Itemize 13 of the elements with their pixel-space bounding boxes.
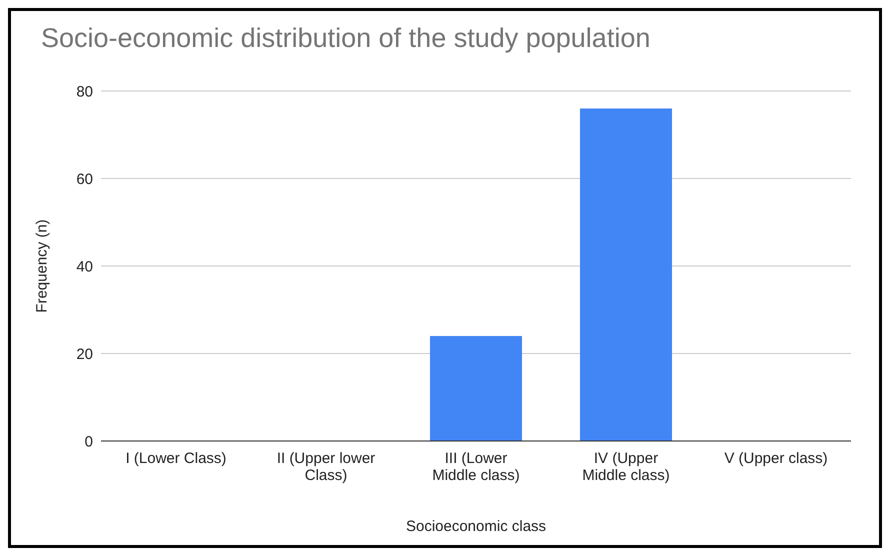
x-tick-label: I (Lower Class) [126, 450, 226, 467]
x-tick-label: II (Upper lower Class) [276, 450, 376, 484]
y-tick-label: 60 [76, 170, 93, 188]
y-axis-title: Frequency (n) [33, 219, 50, 313]
x-tick-label: IV (Upper Middle class) [582, 450, 670, 484]
y-tick-label: 40 [76, 258, 93, 276]
x-tick-label: V (Upper class) [724, 450, 828, 467]
x-axis-title: Socioeconomic class [406, 518, 546, 535]
x-tick-label: III (Lower Middle class) [432, 450, 520, 484]
y-tick-label: 0 [84, 433, 93, 450]
y-tick-label: 80 [76, 83, 93, 100]
chart-title: Socio-economic distribution of the study population [41, 23, 650, 54]
y-tick-label: 20 [76, 346, 93, 363]
